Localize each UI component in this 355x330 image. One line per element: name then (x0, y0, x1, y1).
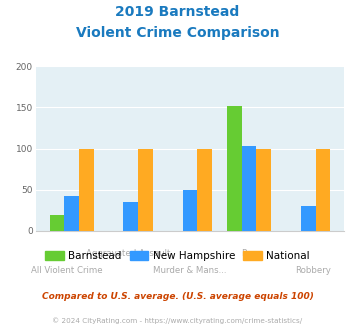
Bar (50, 214, 64, 231)
Bar (197, 148, 212, 231)
Bar (182, 190, 197, 231)
Text: 2019 Barnstead: 2019 Barnstead (115, 5, 240, 19)
Text: Rape: Rape (241, 249, 263, 258)
Text: © 2024 CityRating.com - https://www.cityrating.com/crime-statistics/: © 2024 CityRating.com - https://www.city… (53, 317, 302, 324)
Text: Murder & Mans...: Murder & Mans... (153, 266, 227, 275)
Bar (64, 196, 79, 231)
Legend: Barnstead, New Hampshire, National: Barnstead, New Hampshire, National (42, 248, 313, 264)
Bar (301, 206, 316, 231)
Bar (316, 148, 330, 231)
Bar (124, 202, 138, 231)
Bar (242, 146, 256, 231)
Bar (138, 148, 153, 231)
Text: All Violent Crime: All Violent Crime (31, 266, 102, 275)
Text: Violent Crime Comparison: Violent Crime Comparison (76, 26, 279, 40)
Bar (79, 148, 94, 231)
Bar (227, 106, 242, 231)
Text: Aggravated Assault: Aggravated Assault (86, 249, 170, 258)
Text: Robbery: Robbery (295, 266, 332, 275)
Text: Compared to U.S. average. (U.S. average equals 100): Compared to U.S. average. (U.S. average … (42, 292, 313, 301)
Bar (256, 148, 271, 231)
